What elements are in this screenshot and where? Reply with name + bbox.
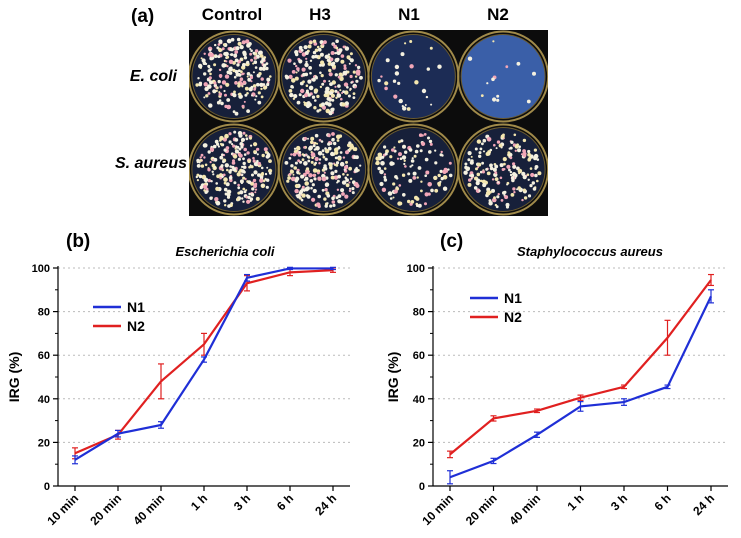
chart-c-legend-label-n1: N1	[504, 290, 522, 306]
chart-b-x-tick-label: 3 h	[231, 491, 253, 513]
chart-c-x-tick-label: 10 min	[419, 491, 456, 528]
chart-b-title: Escherichia coli	[175, 244, 275, 259]
chart-staphylococcus-aureus: 0 20 40 60 80 100 IRG (%) 10 min 20 min 40 min 1 h…	[385, 263, 728, 528]
chart-b-y-tick-label: 80	[38, 307, 50, 319]
petri-dish-ecoli-n2	[457, 30, 548, 123]
column-label-n2: N2	[487, 5, 509, 24]
chart-c-errorbar-n1	[490, 457, 497, 465]
chart-c-errorbar-n1	[577, 401, 584, 412]
chart-c-errorbar-n2	[534, 408, 540, 414]
chart-b-y-tick-label: 40	[38, 394, 50, 406]
chart-c-title: Staphylococcus aureus	[517, 244, 663, 259]
chart-b-line-n1	[74, 267, 333, 461]
chart-b-x-tick-label: 20 min	[87, 491, 124, 528]
chart-c-y-axis-label: IRG (%)	[385, 352, 401, 403]
chart-b-errorbar-n1	[158, 421, 164, 429]
chart-c-x-tick-label: 20 min	[463, 491, 500, 528]
chart-c-line-n1	[449, 295, 712, 479]
chart-b-errorbar-n1	[287, 266, 293, 271]
chart-c-x-tick-label: 40 min	[506, 491, 543, 528]
chart-c-y-tick-label: 20	[413, 437, 425, 449]
chart-c-x-tick-label: 6 h	[651, 491, 673, 513]
chart-c-y-tick-label: 80	[413, 307, 425, 319]
chart-b-x-tick-label: 1 h	[188, 491, 210, 513]
chart-c-y-tick-label: 40	[413, 394, 425, 406]
row-label-s-aureus: S. aureus	[114, 155, 187, 172]
petri-dish-ecoli-n1	[367, 30, 460, 123]
chart-b-y-tick-label: 100	[32, 263, 50, 275]
chart-b-x-tick-label: 24 h	[312, 491, 339, 518]
chart-c-errorbar-n1	[621, 398, 627, 406]
chart-b-errorbar-n1	[244, 273, 250, 282]
chart-b-y-tick-label: 60	[38, 350, 50, 362]
petri-dish-saureus-control	[189, 123, 280, 216]
chart-b-y-axis-label: IRG (%)	[6, 352, 22, 403]
chart-c-errorbar-n2	[708, 273, 714, 287]
chart-c-errorbar-n2	[664, 319, 671, 356]
column-label-h3: H3	[309, 5, 331, 24]
chart-c-legend-label-n2: N2	[504, 309, 522, 325]
chart-b-errorbar-n1	[201, 356, 207, 363]
petri-dish-saureus-n2	[457, 123, 548, 216]
column-label-control: Control	[201, 5, 263, 24]
chart-c-y-tick-label: 0	[419, 481, 425, 493]
chart-b-y-tick-label: 20	[38, 437, 50, 449]
chart-b-errorbar-n1	[115, 429, 121, 438]
row-label-e-coli: E. coli	[129, 68, 177, 85]
chart-b-y-tick-label: 0	[44, 481, 50, 493]
chart-escherichia-coli: 0 20 40 60 80 100 IRG (%) 10 min 20 min 40 min 1 h…	[6, 263, 350, 528]
chart-b-x-tick-label: 6 h	[274, 491, 296, 513]
chart-c-errorbar-n2	[447, 450, 453, 459]
petri-dish-saureus-n1	[367, 123, 460, 216]
chart-c-y-tick-label: 60	[413, 350, 425, 362]
chart-c-line-n2	[449, 279, 712, 456]
chart-b-errorbar-n1	[330, 266, 336, 271]
chart-c-errorbar-n1	[664, 384, 671, 390]
chart-b-errorbar-n2	[201, 332, 207, 356]
chart-c-x-tick-label: 3 h	[608, 491, 630, 513]
petri-dish-ecoli-control	[189, 30, 280, 123]
chart-c-errorbar-n1	[708, 289, 714, 304]
chart-c-y-tick-label: 100	[407, 263, 425, 275]
chart-c-x-tick-label: 1 h	[564, 491, 586, 513]
petri-dish-photo-grid	[189, 30, 548, 216]
panel-a-label: (a)	[131, 6, 155, 27]
chart-c-errorbar-n1	[534, 431, 540, 438]
chart-b-errorbar-n1	[72, 455, 78, 465]
chart-b-legend-label-n2: N2	[127, 318, 145, 334]
chart-c-errorbar-n2	[490, 415, 497, 422]
chart-c-x-tick-label: 24 h	[690, 491, 717, 518]
chart-b-x-tick-label: 40 min	[130, 491, 167, 528]
petri-dish-saureus-h3	[277, 123, 370, 216]
chart-b-x-tick-label: 10 min	[44, 491, 81, 528]
chart-c-errorbar-n2	[577, 394, 584, 401]
chart-b-legend-label-n1: N1	[127, 299, 145, 315]
column-label-n1: N1	[398, 5, 420, 24]
panel-b-label: (b)	[66, 231, 91, 252]
panel-c-label: (c)	[440, 231, 464, 252]
petri-dish-ecoli-h3	[277, 30, 370, 123]
chart-b-errorbar-n2	[158, 363, 164, 400]
chart-c-errorbar-n1	[447, 470, 453, 485]
chart-c-errorbar-n2	[621, 384, 627, 390]
